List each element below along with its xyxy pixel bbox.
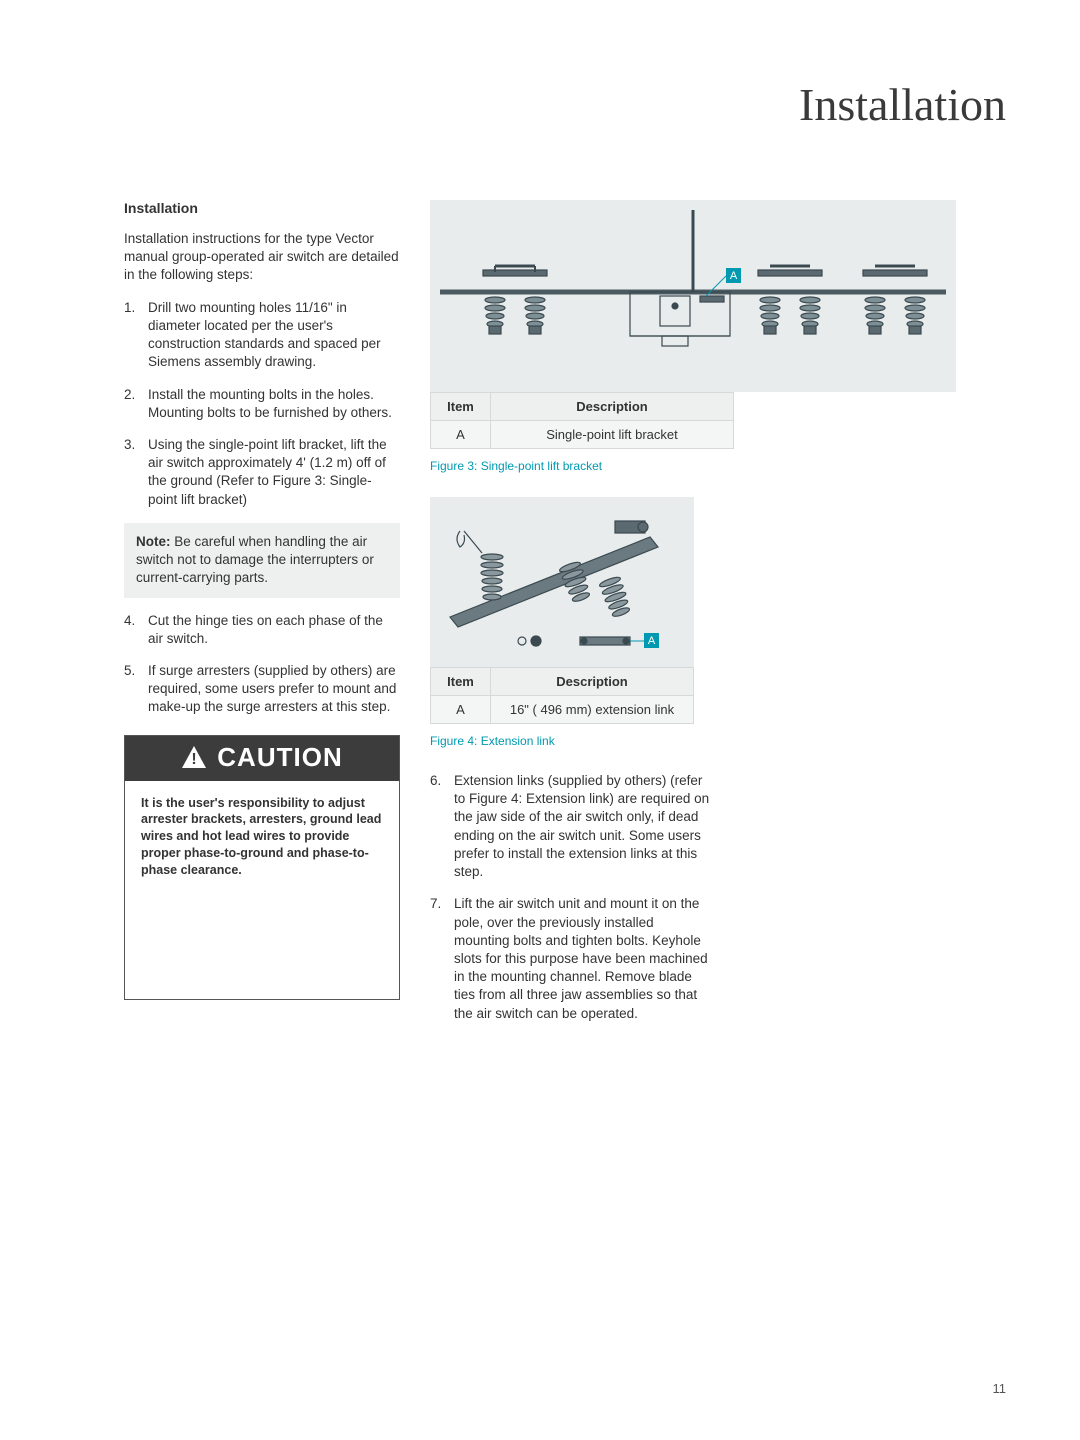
intro-paragraph: Installation instructions for the type V… <box>124 230 400 285</box>
page-number: 11 <box>993 1381 1007 1396</box>
figure-3-legend: Item Description A Single-point lift bra… <box>430 392 734 449</box>
fig4-th-item: Item <box>431 668 491 696</box>
svg-text:!: ! <box>192 751 197 768</box>
step-2: Install the mounting bolts in the holes.… <box>124 386 400 422</box>
fig4-row-desc: 16" ( 496 mm) extension link <box>491 696 694 724</box>
figure-4-caption: Figure 4: Extension link <box>430 734 694 748</box>
note-box: Note: Be careful when handling the air s… <box>124 523 400 598</box>
fig3-row-item: A <box>431 421 491 449</box>
figure-3-image: A <box>430 200 956 392</box>
step-6: 6. Extension links (supplied by others) … <box>430 772 710 881</box>
step-5: If surge arresters (supplied by others) … <box>124 662 400 717</box>
fig3-th-item: Item <box>431 393 491 421</box>
step-7-number: 7. <box>430 895 441 913</box>
fig4-row-item: A <box>431 696 491 724</box>
step-6-number: 6. <box>430 772 441 790</box>
steps-list-6-7: 6. Extension links (supplied by others) … <box>430 772 710 1023</box>
figure-4-image: A <box>430 497 694 667</box>
steps-list-4-5: Cut the hinge ties on each phase of the … <box>124 612 400 717</box>
step-3: Using the single-point lift bracket, lif… <box>124 436 400 509</box>
note-label: Note: <box>136 534 171 549</box>
fig3-th-desc: Description <box>491 393 734 421</box>
figure-4: A Item Description A 16" ( 496 mm) exten… <box>430 497 694 748</box>
fig3-row-desc: Single-point lift bracket <box>491 421 734 449</box>
left-column: Installation Installation instructions f… <box>124 200 400 1037</box>
step-1: Drill two mounting holes 11/16" in diame… <box>124 299 400 372</box>
fig4-callout-a: A <box>648 635 656 647</box>
caution-word: CAUTION <box>217 742 342 773</box>
figure-3-caption: Figure 3: Single-point lift bracket <box>430 459 956 473</box>
step-7: 7. Lift the air switch unit and mount it… <box>430 895 710 1023</box>
figure-4-legend: Item Description A 16" ( 496 mm) extensi… <box>430 667 694 724</box>
caution-body: It is the user's responsibility to adjus… <box>125 781 399 979</box>
fig4-th-desc: Description <box>491 668 694 696</box>
figure-3: A Item Description A Single-point lift b… <box>430 200 956 473</box>
caution-header: ! CAUTION <box>125 736 399 781</box>
content-area: Installation Installation instructions f… <box>124 200 956 1037</box>
steps-list-1-3: Drill two mounting holes 11/16" in diame… <box>124 299 400 509</box>
page-title: Installation <box>799 78 1006 131</box>
section-heading: Installation <box>124 200 400 216</box>
step-4: Cut the hinge ties on each phase of the … <box>124 612 400 648</box>
caution-box: ! CAUTION It is the user's responsibilit… <box>124 735 400 1000</box>
step-7-text: Lift the air switch unit and mount it on… <box>454 896 708 1020</box>
step-6-text: Extension links (supplied by others) (re… <box>454 773 709 879</box>
note-text: Be careful when handling the air switch … <box>136 534 374 585</box>
warning-triangle-icon: ! <box>181 745 207 769</box>
fig3-callout-a: A <box>730 270 738 282</box>
right-column: A Item Description A Single-point lift b… <box>430 200 956 1037</box>
